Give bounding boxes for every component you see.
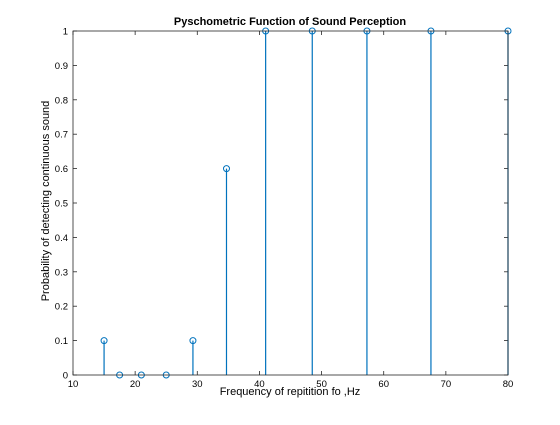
x-tick-label: 50 [316, 379, 327, 390]
y-tick-label: 0.9 [55, 61, 68, 72]
y-tick-label: 1 [63, 27, 68, 38]
x-tick-label: 20 [130, 379, 141, 390]
y-tick-label: 0.5 [55, 199, 68, 210]
stem-marker [100, 337, 108, 345]
x-tick-label: 80 [503, 379, 514, 390]
y-tick-label: 0.8 [55, 95, 68, 106]
y-tick-label: 0.3 [55, 267, 68, 278]
stem-marker [222, 165, 230, 173]
x-tick-label: 10 [68, 379, 79, 390]
x-tick-label: 70 [441, 379, 452, 390]
y-axis-label: Probability of detecting continuous soun… [40, 101, 52, 302]
plot-box [72, 30, 509, 376]
y-tick-label: 0.6 [55, 164, 68, 175]
y-tick-label: 0.7 [55, 130, 68, 141]
y-tick-label: 0 [63, 371, 68, 382]
axis-ticks: 10 20 30 40 50 60 70 80 0 0.1 0.2 0.3 0.4 0.5 0.6 0.7 0.… [55, 27, 514, 391]
y-tick-label: 0.1 [55, 336, 68, 347]
x-tick-label: 40 [254, 379, 265, 390]
y-tick-label: 0.2 [55, 302, 68, 313]
x-tick-label: 30 [192, 379, 203, 390]
x-axis-label: Frequency of repitition fo ,Hz [220, 386, 361, 398]
y-tick-label: 0.4 [55, 233, 68, 244]
chart-title: Pyschometric Function of Sound Perceptio… [174, 16, 407, 28]
stem-marker [189, 337, 197, 345]
x-tick-label: 60 [378, 379, 389, 390]
